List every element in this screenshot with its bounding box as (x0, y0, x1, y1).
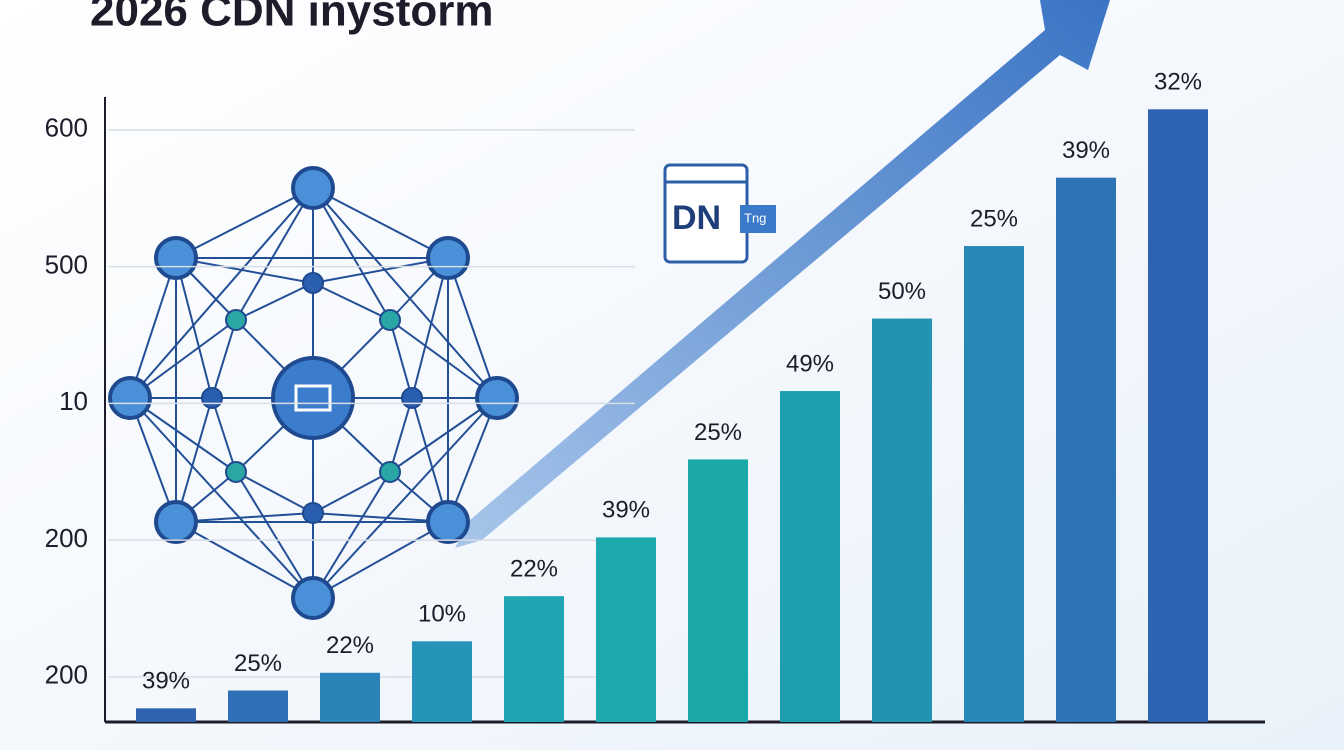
network-edge (235, 471, 314, 514)
y-tick-label: 200 (45, 523, 88, 553)
network-edge (312, 521, 449, 599)
bar (780, 391, 840, 722)
network-edge (312, 187, 498, 399)
network-node (426, 236, 470, 280)
network-node (379, 461, 401, 483)
bar (136, 708, 196, 722)
bar-label: 39% (142, 668, 190, 695)
network-edge (312, 282, 391, 321)
network-edge (411, 257, 449, 399)
bar (1148, 109, 1208, 722)
network-edge (312, 257, 449, 284)
network-edge (389, 319, 498, 399)
bar (964, 246, 1024, 723)
network-node (108, 376, 152, 420)
icon-badge (740, 205, 776, 233)
network-edge (312, 512, 449, 523)
bar-label: 25% (970, 205, 1018, 232)
network-hub (271, 356, 355, 440)
network-node (291, 166, 335, 210)
y-tick-label: 10 (59, 386, 88, 416)
icon-badge-text: Tng (744, 210, 766, 225)
network-edge (175, 257, 213, 399)
network-edge (447, 257, 498, 399)
bar (596, 537, 656, 722)
network-edge (312, 187, 449, 259)
network-edge (235, 471, 314, 599)
trend-arrow (455, 0, 1110, 548)
network-node (201, 387, 223, 409)
bar (688, 459, 748, 722)
network-edge (235, 187, 314, 321)
bar-label: 22% (510, 556, 558, 583)
bar-label: 50% (878, 278, 926, 305)
bar-label: 39% (1062, 137, 1110, 164)
bar (320, 672, 380, 722)
network-node (401, 387, 423, 409)
network-node (154, 236, 198, 280)
hub-glyph (294, 384, 332, 412)
network-edge (129, 397, 177, 523)
cdn-icon: DN Tng (663, 163, 776, 264)
network-edge (312, 471, 391, 599)
network-edge (129, 187, 314, 399)
chart-title: 2026 CDN inystorm (90, 0, 493, 36)
network-node (475, 376, 519, 420)
bar-label: 22% (326, 632, 374, 659)
network-edge (389, 319, 413, 399)
network-edge (211, 319, 237, 399)
icon-text: DN (672, 199, 721, 237)
network-edge (175, 521, 314, 599)
bar (872, 318, 932, 722)
network-edge (312, 397, 498, 599)
network-node (379, 309, 401, 331)
y-tick-label: 500 (45, 249, 88, 279)
bar-label: 25% (694, 419, 742, 446)
network-edge (312, 471, 391, 514)
network-edge (447, 397, 498, 523)
bar (228, 690, 288, 722)
network-edge (129, 257, 177, 399)
network-node (154, 500, 198, 544)
y-tick-label: 600 (45, 113, 88, 143)
bar (412, 641, 472, 722)
network-edge (389, 397, 413, 473)
bar (1056, 177, 1116, 723)
network-edge (235, 282, 314, 321)
network-edge (175, 257, 314, 284)
network-node (225, 461, 247, 483)
network-node (426, 500, 470, 544)
network-edge (211, 397, 237, 473)
bar (504, 596, 564, 722)
network-edge (129, 397, 314, 599)
y-tick-label: 200 (45, 660, 88, 690)
bar-label: 49% (786, 350, 834, 377)
network-edge (312, 187, 391, 321)
network-edge (175, 512, 314, 523)
bar-label: 25% (234, 650, 282, 677)
network-node (302, 272, 324, 294)
network-edge (175, 187, 314, 259)
network-node (225, 309, 247, 331)
network-node (291, 576, 335, 620)
bar-label: 10% (418, 601, 466, 628)
bar-label: 39% (602, 497, 650, 524)
network-node (302, 502, 324, 524)
bar-label: 32% (1154, 69, 1202, 96)
